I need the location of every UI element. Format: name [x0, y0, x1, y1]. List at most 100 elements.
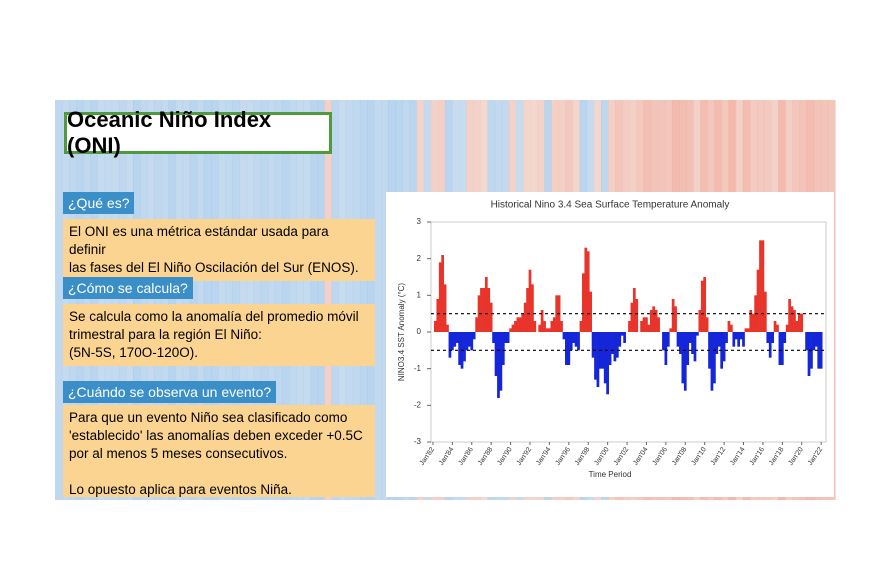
bar [739, 332, 743, 340]
bar [676, 332, 680, 347]
stripe [203, 100, 212, 500]
bar [717, 332, 721, 347]
bar [467, 332, 471, 347]
x-tick-label: Jan'12 [710, 446, 728, 467]
x-tick-label: Jan'02 [613, 446, 631, 467]
y-tick-label: 0 [417, 327, 422, 336]
x-tick-label: Jan'16 [749, 446, 767, 467]
y-tick-label: -2 [414, 400, 422, 409]
bar [584, 247, 588, 332]
bar [793, 310, 796, 332]
x-tick-label: Jan'06 [652, 446, 670, 467]
bar [756, 269, 760, 332]
stripe [310, 100, 318, 500]
bar [654, 310, 658, 332]
bar [434, 321, 437, 332]
stripe [83, 100, 92, 500]
text-line: El ONI es una métrica estándar usada par… [69, 224, 329, 257]
bar [582, 273, 585, 332]
bar [623, 332, 626, 343]
bar [674, 306, 677, 332]
bar [800, 313, 804, 332]
bar [511, 324, 515, 332]
bar [795, 321, 799, 332]
bar [817, 332, 821, 369]
bar [455, 332, 459, 343]
bar [567, 332, 571, 365]
chart: Historical Nino 3.4 Sea Surface Temperat… [386, 192, 834, 497]
bar [465, 332, 469, 351]
stripe [218, 100, 226, 500]
bar [594, 332, 597, 380]
stripe [168, 100, 177, 500]
bar [569, 332, 573, 351]
stripe [125, 100, 134, 500]
bar [642, 317, 646, 332]
stripe [189, 100, 198, 500]
stripe [374, 100, 382, 500]
x-tick-label: Jan'84 [438, 446, 456, 467]
x-tick-label: Jan'98 [574, 446, 592, 467]
stripe [154, 100, 162, 500]
bar [693, 332, 697, 362]
bar [450, 332, 454, 351]
stripe [296, 100, 304, 500]
bar [560, 321, 563, 332]
bar [807, 332, 811, 376]
stripe [232, 100, 240, 500]
bar [759, 240, 762, 332]
bar [538, 324, 542, 332]
x-tick-label: Jan'00 [593, 446, 611, 467]
bar [703, 277, 707, 332]
bar [579, 321, 583, 332]
bar [543, 321, 546, 332]
bar [669, 328, 673, 332]
section-label: ¿Qué es? [63, 192, 135, 214]
bar [531, 284, 534, 332]
bar [785, 324, 789, 332]
stripe [260, 100, 269, 500]
bar [523, 302, 527, 332]
bar [713, 332, 716, 384]
stripe [90, 100, 99, 500]
bar [562, 332, 566, 340]
bar [506, 332, 510, 343]
text-line: (5N-5S, 170O-120O). [69, 345, 199, 360]
bar [691, 332, 694, 354]
bar [458, 332, 461, 365]
bar [662, 332, 665, 351]
stripe [97, 100, 106, 500]
bar [572, 332, 576, 343]
bar [526, 288, 529, 332]
bar [647, 324, 651, 332]
bar [497, 332, 500, 398]
bar [761, 240, 765, 332]
bar [613, 332, 617, 362]
stripe [55, 100, 63, 500]
bar [766, 332, 770, 343]
bar [805, 332, 808, 351]
bar [484, 277, 488, 332]
bar [589, 291, 593, 332]
bar [441, 255, 445, 332]
y-tick-label: -1 [414, 364, 422, 373]
stripe [62, 100, 70, 500]
bar [649, 310, 653, 332]
bar [443, 284, 447, 332]
bar [448, 332, 452, 358]
bar [734, 332, 738, 340]
x-tick-label: Jan'10 [690, 446, 708, 467]
stripe [161, 100, 170, 500]
stripe [140, 100, 148, 500]
bar [514, 321, 517, 332]
section-label: ¿Cómo se calcula? [63, 277, 193, 299]
bar [608, 332, 612, 365]
bar [482, 288, 486, 332]
bar [698, 310, 702, 332]
bar [603, 332, 607, 384]
bar [453, 332, 457, 347]
bar [686, 332, 690, 365]
bar [475, 317, 478, 332]
bar [586, 251, 590, 332]
bar [730, 324, 733, 332]
